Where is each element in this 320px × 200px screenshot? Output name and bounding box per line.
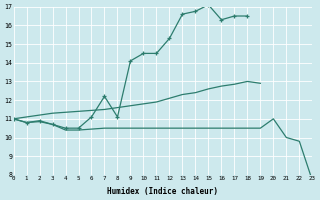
X-axis label: Humidex (Indice chaleur): Humidex (Indice chaleur) bbox=[108, 187, 219, 196]
